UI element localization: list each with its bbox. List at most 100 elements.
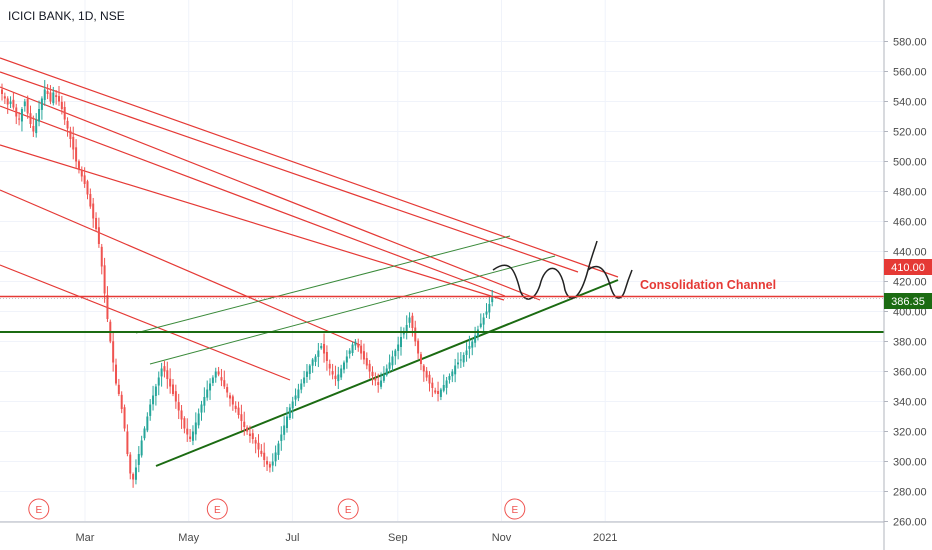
projection-drawing: [492, 240, 633, 300]
y-tick-label: 300.00: [893, 457, 927, 469]
candle: [60, 95, 63, 115]
candle: [237, 401, 240, 419]
candle: [231, 394, 234, 411]
candle: [454, 358, 457, 383]
candle: [277, 440, 280, 460]
earnings-marker[interactable]: E: [504, 498, 526, 520]
candle: [488, 296, 491, 319]
y-tick-label: 500.00: [893, 157, 927, 169]
candle: [20, 107, 23, 132]
candle: [271, 453, 274, 472]
x-tick-label: May: [178, 532, 199, 544]
candle: [86, 179, 89, 200]
candle: [26, 95, 29, 119]
candle: [408, 312, 411, 328]
candle: [471, 338, 474, 356]
candle: [77, 159, 80, 174]
channel-line-upper: [135, 235, 511, 334]
svg-text:E: E: [35, 505, 42, 516]
candle: [206, 380, 209, 401]
candle: [451, 369, 454, 383]
candle: [308, 363, 311, 380]
candle: [132, 472, 135, 488]
earnings-marker[interactable]: E: [28, 498, 50, 520]
x-tick-label: Mar: [76, 532, 95, 544]
candle: [80, 166, 83, 182]
candle: [103, 257, 106, 303]
candle: [331, 363, 334, 380]
candle: [72, 126, 75, 160]
y-tick-label: 420.00: [893, 277, 927, 289]
y-tick-label: 480.00: [893, 187, 927, 199]
candle: [157, 371, 160, 396]
candle: [220, 368, 223, 387]
y-tick-label: 260.00: [893, 517, 927, 529]
price-label-386: 386.35: [884, 293, 932, 309]
y-tick-label: 540.00: [893, 97, 927, 109]
candle: [323, 333, 326, 363]
candle: [394, 348, 397, 365]
earnings-marker[interactable]: E: [337, 498, 359, 520]
candle: [445, 376, 448, 395]
candle: [357, 338, 360, 352]
candle: [425, 367, 428, 382]
candle: [348, 348, 351, 359]
candle: [251, 429, 254, 444]
candle: [115, 358, 117, 386]
candle: [280, 426, 283, 451]
candle: [411, 312, 414, 337]
price-label-410: 410.00: [884, 259, 932, 275]
candle: [160, 362, 163, 387]
candle: [337, 366, 340, 390]
candle: [95, 212, 98, 232]
grid-lines: [0, 0, 884, 522]
candle: [459, 352, 462, 369]
candle: [297, 383, 300, 402]
x-tick-label: Sep: [388, 532, 408, 544]
candle: [286, 407, 288, 433]
candle: [214, 367, 217, 383]
candle: [439, 387, 442, 401]
candle: [234, 401, 237, 413]
y-tick-label: 460.00: [893, 217, 927, 229]
y-tick-label: 560.00: [893, 67, 927, 79]
candle: [303, 370, 306, 387]
candle: [274, 445, 277, 467]
candle: [32, 115, 35, 138]
candle: [194, 412, 197, 441]
candle: [437, 381, 440, 402]
candle: [83, 167, 86, 188]
candle: [300, 379, 303, 394]
candle: [203, 387, 206, 413]
candle: [268, 461, 271, 473]
candle: [217, 366, 220, 377]
y-tick-label: 440.00: [893, 247, 927, 259]
candle: [112, 332, 115, 372]
x-tick-label: 2021: [593, 532, 617, 544]
candle: [374, 372, 377, 386]
resistance-trendline: [0, 264, 291, 381]
candle: [66, 117, 69, 137]
candle: [1, 83, 3, 101]
candle: [146, 412, 149, 433]
candle: [246, 425, 249, 435]
resistance-trendline: [0, 105, 506, 297]
candle: [126, 424, 129, 457]
candle: [174, 384, 177, 409]
candle: [288, 403, 291, 420]
resistance-trendline: [0, 189, 361, 346]
candle: [6, 96, 9, 114]
candle: [317, 342, 320, 368]
candle: [75, 139, 78, 169]
candle: [291, 396, 294, 419]
candle: [377, 373, 380, 393]
candle: [46, 84, 49, 100]
candle: [29, 105, 32, 129]
candle: [177, 393, 180, 420]
earnings-marker[interactable]: E: [206, 498, 228, 520]
candle: [343, 360, 345, 374]
candle: [428, 371, 431, 392]
candle: [462, 352, 465, 367]
svg-text:386.35: 386.35: [891, 296, 925, 308]
